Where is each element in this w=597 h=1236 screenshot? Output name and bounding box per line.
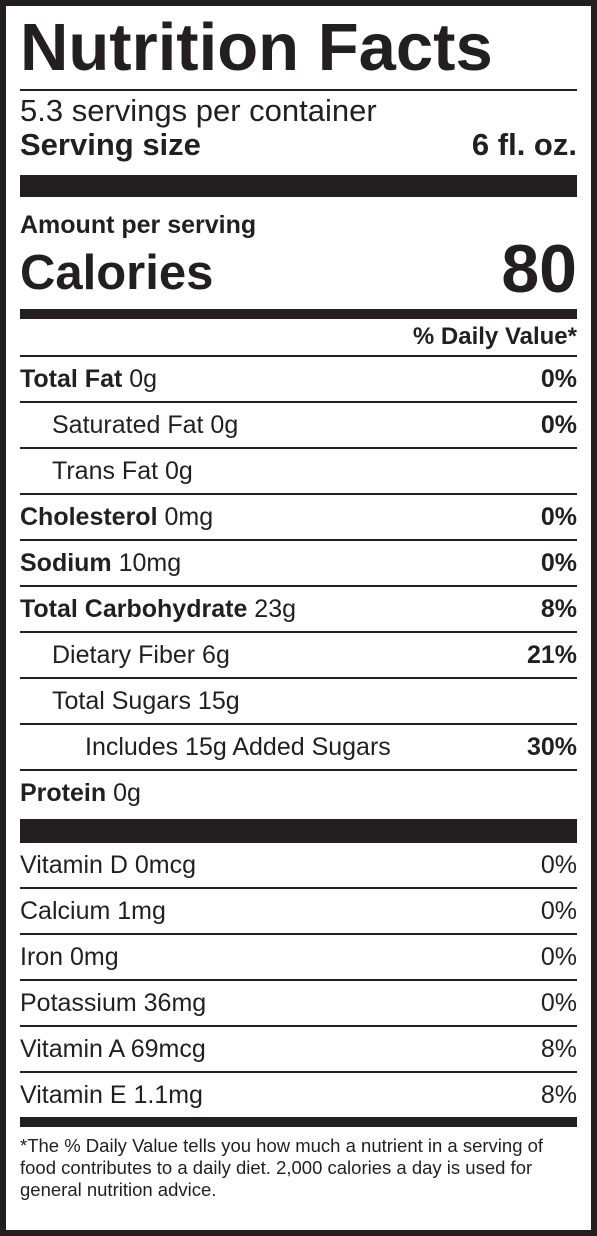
nutrient-name: Dietary Fiber 6g	[52, 640, 230, 669]
vitamin-name: Vitamin A 69mcg	[20, 1034, 206, 1063]
nutrient-daily-value: 0%	[540, 364, 577, 393]
nutrient-daily-value: 0%	[540, 548, 577, 577]
nutrient-daily-value: 0%	[540, 410, 577, 439]
nutrient-row-cholesterol: Cholesterol 0mg 0%	[20, 493, 577, 539]
nutrient-name: Total Carbohydrate	[20, 594, 248, 623]
nutrient-row-sodium: Sodium 10mg 0%	[20, 539, 577, 585]
calories-row: Calories 80	[20, 231, 577, 307]
thick-divider	[20, 175, 577, 197]
vitamin-row: Potassium 36mg 0%	[20, 979, 577, 1025]
nutrient-row-total-sugars: Total Sugars 15g	[20, 677, 577, 723]
nutrient-amount: 10mg	[118, 548, 182, 577]
vitamin-name: Iron 0mg	[20, 942, 119, 971]
vitamin-row: Vitamin E 1.1mg 8%	[20, 1071, 577, 1117]
nutrient-name: Trans Fat 0g	[52, 456, 193, 485]
calories-label: Calories	[20, 246, 214, 300]
nutrient-row-total-carbohydrate: Total Carbohydrate 23g 8%	[20, 585, 577, 631]
vitamin-row: Vitamin D 0mcg 0%	[20, 843, 577, 887]
vitamin-name: Vitamin E 1.1mg	[20, 1080, 203, 1109]
serving-size-row: Serving size 6 fl. oz.	[20, 127, 577, 163]
amount-per-serving: Amount per serving	[20, 211, 257, 239]
vitamin-name: Vitamin D 0mcg	[20, 850, 196, 879]
nutrient-name: Includes 15g Added Sugars	[85, 732, 391, 761]
nutrient-amount: 0g	[113, 778, 141, 807]
calories-value: 80	[501, 231, 577, 307]
vitamin-daily-value: 0%	[540, 896, 577, 925]
medium-divider	[20, 1117, 577, 1127]
nutrient-daily-value: 0%	[540, 502, 577, 531]
nutrient-name: Cholesterol	[20, 502, 158, 531]
nutrient-row-protein: Protein 0g	[20, 769, 577, 815]
vitamin-daily-value: 0%	[540, 850, 577, 879]
nutrient-daily-value: 21%	[526, 640, 577, 669]
thick-divider	[20, 819, 577, 843]
nutrient-name: Sodium	[20, 548, 112, 577]
nutrient-name: Protein	[20, 778, 107, 807]
vitamin-name: Calcium 1mg	[20, 896, 166, 925]
daily-value-footnote: *The % Daily Value tells you how much a …	[20, 1135, 544, 1200]
serving-size-value: 6 fl. oz.	[471, 127, 577, 162]
daily-value-header: % Daily Value*	[412, 323, 577, 350]
nutrient-amount: 0g	[129, 364, 158, 393]
vitamin-row: Calcium 1mg 0%	[20, 887, 577, 933]
label-title: Nutrition Facts	[20, 10, 493, 85]
nutrient-name: Total Fat	[20, 364, 123, 393]
nutrient-amount: 0mg	[164, 502, 214, 531]
vitamin-daily-value: 8%	[540, 1080, 577, 1109]
vitamin-daily-value: 0%	[540, 942, 577, 971]
nutrient-amount: 23g	[254, 594, 297, 623]
vitamin-daily-value: 0%	[540, 988, 577, 1017]
medium-divider	[20, 309, 577, 319]
serving-size-label: Serving size	[20, 127, 201, 162]
vitamin-row: Vitamin A 69mcg 8%	[20, 1025, 577, 1071]
vitamin-row: Iron 0mg 0%	[20, 933, 577, 979]
nutrient-row-dietary-fiber: Dietary Fiber 6g 21%	[20, 631, 577, 677]
nutrient-name: Saturated Fat 0g	[52, 410, 239, 439]
vitamin-daily-value: 8%	[540, 1034, 577, 1063]
nutrient-daily-value: 30%	[526, 732, 577, 761]
nutrient-row-total-fat: Total Fat 0g 0%	[20, 355, 577, 401]
divider	[20, 89, 577, 91]
nutrient-name: Total Sugars 15g	[52, 686, 240, 715]
nutrient-row-trans-fat: Trans Fat 0g	[20, 447, 577, 493]
vitamin-name: Potassium 36mg	[20, 988, 207, 1017]
nutrient-row-added-sugars: Includes 15g Added Sugars 30%	[20, 723, 577, 769]
label-content: Nutrition Facts 5.3 servings per contain…	[20, 6, 577, 1201]
servings-per-container: 5.3 servings per container	[20, 93, 377, 128]
nutrient-row-saturated-fat: Saturated Fat 0g 0%	[20, 401, 577, 447]
nutrient-daily-value: 8%	[540, 594, 577, 623]
